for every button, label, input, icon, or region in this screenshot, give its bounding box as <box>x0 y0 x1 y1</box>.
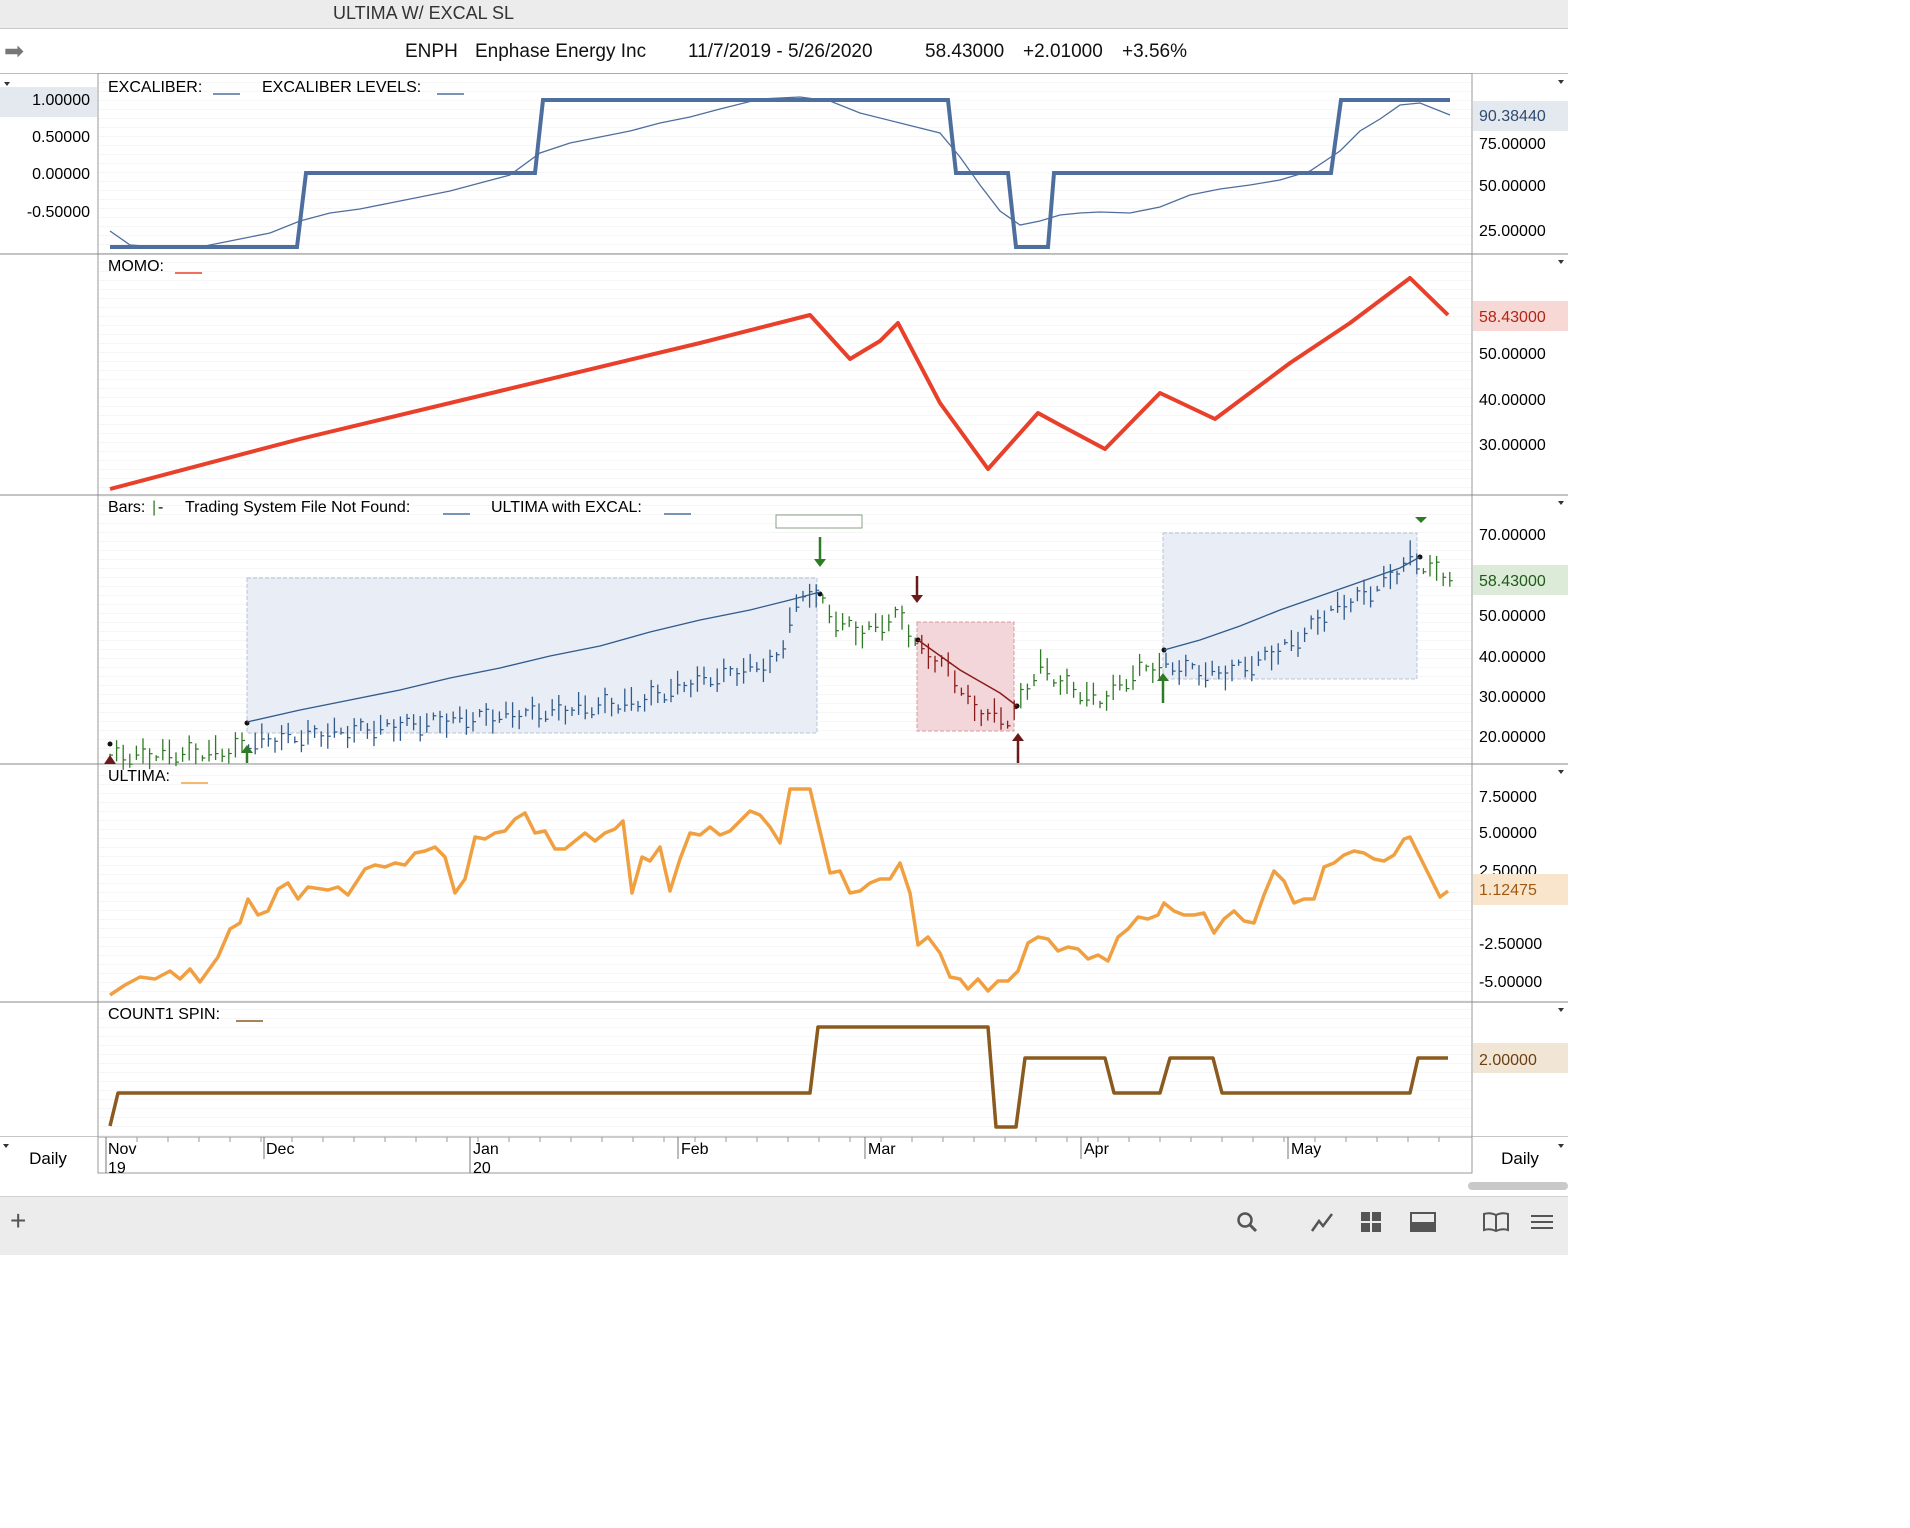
spin-value: 2.00000 <box>1479 1052 1537 1069</box>
sell-arrow-2 <box>911 576 923 603</box>
momo-right-tick-2: 40.00000 <box>1479 392 1546 409</box>
year-label-20: 20 <box>473 1160 491 1177</box>
bars-title-glyph: | <box>152 499 156 516</box>
ultima-excal-line-1 <box>246 591 821 723</box>
top-marker <box>1415 517 1427 523</box>
book-icon[interactable] <box>1482 1211 1510 1240</box>
chart-area[interactable]: EXCALIBER: EXCALIBER LEVELS: 1.00000 0.5… <box>0 73 1568 1183</box>
price-change: +2.01000 <box>1023 41 1103 62</box>
last-price: 58.43000 <box>925 41 1005 62</box>
ultima-excal-title: ULTIMA with EXCAL: <box>491 499 642 516</box>
bars-value-badge <box>1473 565 1568 595</box>
grid-icon[interactable] <box>1360 1211 1382 1240</box>
month-label-may: May <box>1291 1141 1321 1158</box>
bars-right-tick-3: 40.00000 <box>1479 649 1546 666</box>
excal-title: EXCALIBER: <box>108 79 202 96</box>
buy-arrow-1 <box>241 745 253 763</box>
spin-panel[interactable] <box>97 1001 1473 1138</box>
momo-right-tick-1: 50.00000 <box>1479 346 1546 363</box>
ultima-right-tick-5: -5.00000 <box>1479 974 1542 991</box>
momo-right-tick-3: 30.00000 <box>1479 437 1546 454</box>
trading-system-title: Trading System File Not Found: <box>185 499 410 516</box>
ultima-title: ULTIMA: <box>108 768 170 785</box>
date-range: 11/7/2019 - 5/26/2020 <box>688 41 873 62</box>
excal-right-tick-3: 25.00000 <box>1479 223 1546 240</box>
period-right-dropdown-icon[interactable] <box>1558 1144 1564 1148</box>
time-axis[interactable]: Nov Dec Jan Feb Mar Apr May 19 20 Daily … <box>0 1136 1568 1183</box>
ultima-excal-line-2 <box>1163 556 1421 651</box>
trade-marker <box>107 741 113 747</box>
title-bar: ULTIMA W/ EXCAL SL <box>0 0 1568 29</box>
excal-left-value-highlight <box>0 87 97 117</box>
bottom-toolbar: + <box>0 1196 1568 1255</box>
bars-value: 58.43000 <box>1479 573 1546 590</box>
trade-label <box>775 514 863 529</box>
excal-left-tick-4: -0.50000 <box>27 204 90 221</box>
ultima-right-tick-2: 5.00000 <box>1479 825 1537 842</box>
spin-title: COUNT1 SPIN: <box>108 1006 220 1023</box>
ultima-value: 1.12475 <box>1479 882 1537 899</box>
bars-right-tick-4: 30.00000 <box>1479 689 1546 706</box>
horizontal-scrollbar[interactable] <box>1468 1182 1568 1190</box>
start-arrow <box>104 755 116 764</box>
symbol[interactable]: ENPH <box>405 41 458 62</box>
momo-panel[interactable] <box>97 253 1473 496</box>
sell-arrow-1 <box>814 537 826 567</box>
add-icon[interactable]: + <box>10 1205 27 1236</box>
momo-line <box>109 276 1450 491</box>
period-right[interactable]: Daily <box>1501 1149 1539 1168</box>
arrow-right-icon[interactable]: ➡ <box>4 38 25 65</box>
bars-title-dash: - <box>158 499 163 516</box>
ultima-right-tick-4: -2.50000 <box>1479 936 1542 953</box>
search-icon[interactable] <box>1236 1211 1258 1240</box>
momo-value-badge <box>1473 301 1568 331</box>
ultima-excal-line-short <box>917 639 1018 707</box>
spin-value-badge <box>1473 1043 1568 1073</box>
trade-box-short <box>916 621 1015 732</box>
month-label-jan: Jan <box>473 1141 499 1158</box>
excal-panel[interactable] <box>97 73 1473 255</box>
excal-left-tick-3: 0.00000 <box>32 166 90 183</box>
price-bars <box>107 540 1453 770</box>
price-change-pct: +3.56% <box>1122 41 1187 62</box>
momo-title: MOMO: <box>108 258 164 275</box>
trendline-icon[interactable] <box>1310 1211 1334 1240</box>
spin-line <box>108 1025 1448 1129</box>
period-left-dropdown-icon[interactable] <box>3 1144 9 1148</box>
panel-menu-icons[interactable] <box>4 80 1564 1012</box>
excal-line <box>109 96 1451 248</box>
excal-value-badge <box>1473 101 1568 131</box>
month-label-apr: Apr <box>1084 1141 1110 1158</box>
cover-arrow <box>1012 733 1024 763</box>
ultima-right-tick-1: 7.50000 <box>1479 789 1537 806</box>
momo-value: 58.43000 <box>1479 309 1546 326</box>
window-title: ULTIMA W/ EXCAL SL <box>333 3 515 23</box>
excal-levels-title: EXCALIBER LEVELS: <box>262 79 421 96</box>
excal-left-tick-1: 1.00000 <box>32 92 90 109</box>
excal-right-tick-1: 75.00000 <box>1479 136 1546 153</box>
excal-right-tick-2: 50.00000 <box>1479 178 1546 195</box>
excal-value: 90.38440 <box>1479 108 1546 125</box>
period-left[interactable]: Daily <box>29 1149 67 1168</box>
ultima-value-badge <box>1473 874 1568 905</box>
panel-icon[interactable] <box>1410 1211 1436 1240</box>
axis-minor-ticks <box>105 1137 1440 1142</box>
bars-right-tick-1: 70.00000 <box>1479 527 1546 544</box>
symbol-info-bar: ➡ ENPH Enphase Energy Inc 11/7/2019 - 5/… <box>0 29 1568 74</box>
month-label-nov: Nov <box>108 1141 136 1158</box>
buy-arrow-2 <box>1157 673 1169 703</box>
month-label-mar: Mar <box>868 1141 896 1158</box>
month-label-feb: Feb <box>681 1141 709 1158</box>
excal-left-tick-2: 0.50000 <box>32 129 90 146</box>
company-name: Enphase Energy Inc <box>475 41 647 62</box>
menu-icon[interactable] <box>1530 1211 1554 1240</box>
year-label-19: 19 <box>108 1160 126 1177</box>
month-label-dec: Dec <box>266 1141 294 1158</box>
ultima-panel[interactable] <box>97 763 1473 1003</box>
bars-right-tick-2: 50.00000 <box>1479 608 1546 625</box>
bars-right-tick-5: 20.00000 <box>1479 729 1546 746</box>
ultima-line <box>109 787 1450 997</box>
excal-levels-line <box>110 98 1450 249</box>
bars-title: Bars: <box>108 499 145 516</box>
